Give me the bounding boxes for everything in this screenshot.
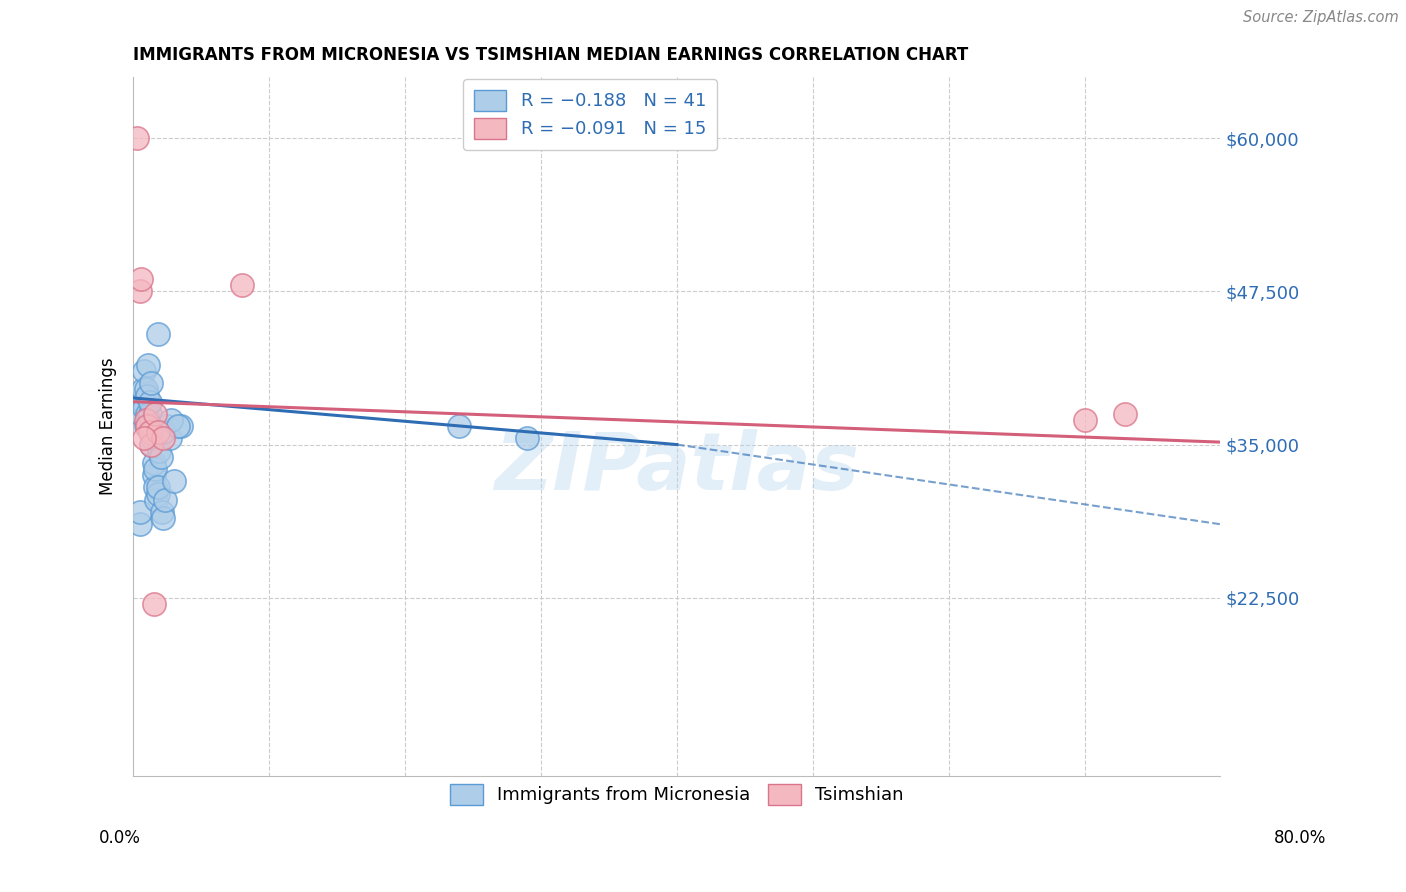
- Point: [131, 407, 153, 421]
- Point: [139, 376, 162, 391]
- Point: [132, 383, 155, 397]
- Point: [135, 383, 157, 397]
- Legend: Immigrants from Micronesia, Tsimshian: Immigrants from Micronesia, Tsimshian: [439, 772, 914, 815]
- Point: [134, 432, 156, 446]
- Point: [135, 388, 157, 402]
- Point: [152, 425, 174, 440]
- Point: [138, 425, 160, 440]
- Point: [132, 394, 155, 409]
- Point: [152, 432, 174, 446]
- Point: [153, 492, 176, 507]
- Text: 0.0%: 0.0%: [98, 829, 141, 847]
- Point: [135, 419, 157, 434]
- Point: [135, 407, 157, 421]
- Point: [231, 278, 253, 293]
- Point: [127, 131, 149, 145]
- Point: [142, 456, 165, 470]
- Point: [136, 358, 159, 372]
- Point: [135, 413, 157, 427]
- Point: [148, 443, 170, 458]
- Y-axis label: Median Earnings: Median Earnings: [100, 358, 117, 495]
- Point: [141, 432, 163, 446]
- Point: [129, 505, 152, 519]
- Point: [145, 492, 167, 507]
- Point: [146, 481, 169, 495]
- Point: [152, 511, 174, 525]
- Point: [150, 505, 173, 519]
- Point: [167, 419, 190, 434]
- Point: [149, 450, 172, 464]
- Point: [156, 419, 179, 434]
- Point: [1114, 407, 1136, 421]
- Text: Source: ZipAtlas.com: Source: ZipAtlas.com: [1243, 11, 1399, 25]
- Point: [134, 364, 156, 378]
- Point: [129, 517, 152, 532]
- Point: [138, 407, 160, 421]
- Text: 80.0%: 80.0%: [1274, 829, 1327, 847]
- Point: [139, 419, 162, 434]
- Point: [146, 486, 169, 500]
- Point: [139, 437, 162, 451]
- Point: [131, 272, 153, 286]
- Point: [160, 413, 183, 427]
- Point: [143, 407, 166, 421]
- Point: [163, 475, 186, 489]
- Point: [139, 437, 162, 451]
- Point: [143, 481, 166, 495]
- Point: [146, 327, 169, 342]
- Point: [146, 425, 169, 440]
- Point: [142, 597, 165, 611]
- Point: [135, 419, 157, 434]
- Point: [143, 462, 166, 476]
- Point: [1073, 413, 1095, 427]
- Point: [159, 432, 181, 446]
- Point: [170, 419, 193, 434]
- Point: [134, 401, 156, 415]
- Text: ZIPatlas: ZIPatlas: [495, 429, 859, 508]
- Point: [449, 419, 471, 434]
- Point: [136, 413, 159, 427]
- Point: [138, 394, 160, 409]
- Point: [142, 468, 165, 483]
- Text: IMMIGRANTS FROM MICRONESIA VS TSIMSHIAN MEDIAN EARNINGS CORRELATION CHART: IMMIGRANTS FROM MICRONESIA VS TSIMSHIAN …: [134, 46, 969, 64]
- Point: [129, 285, 152, 299]
- Point: [516, 432, 538, 446]
